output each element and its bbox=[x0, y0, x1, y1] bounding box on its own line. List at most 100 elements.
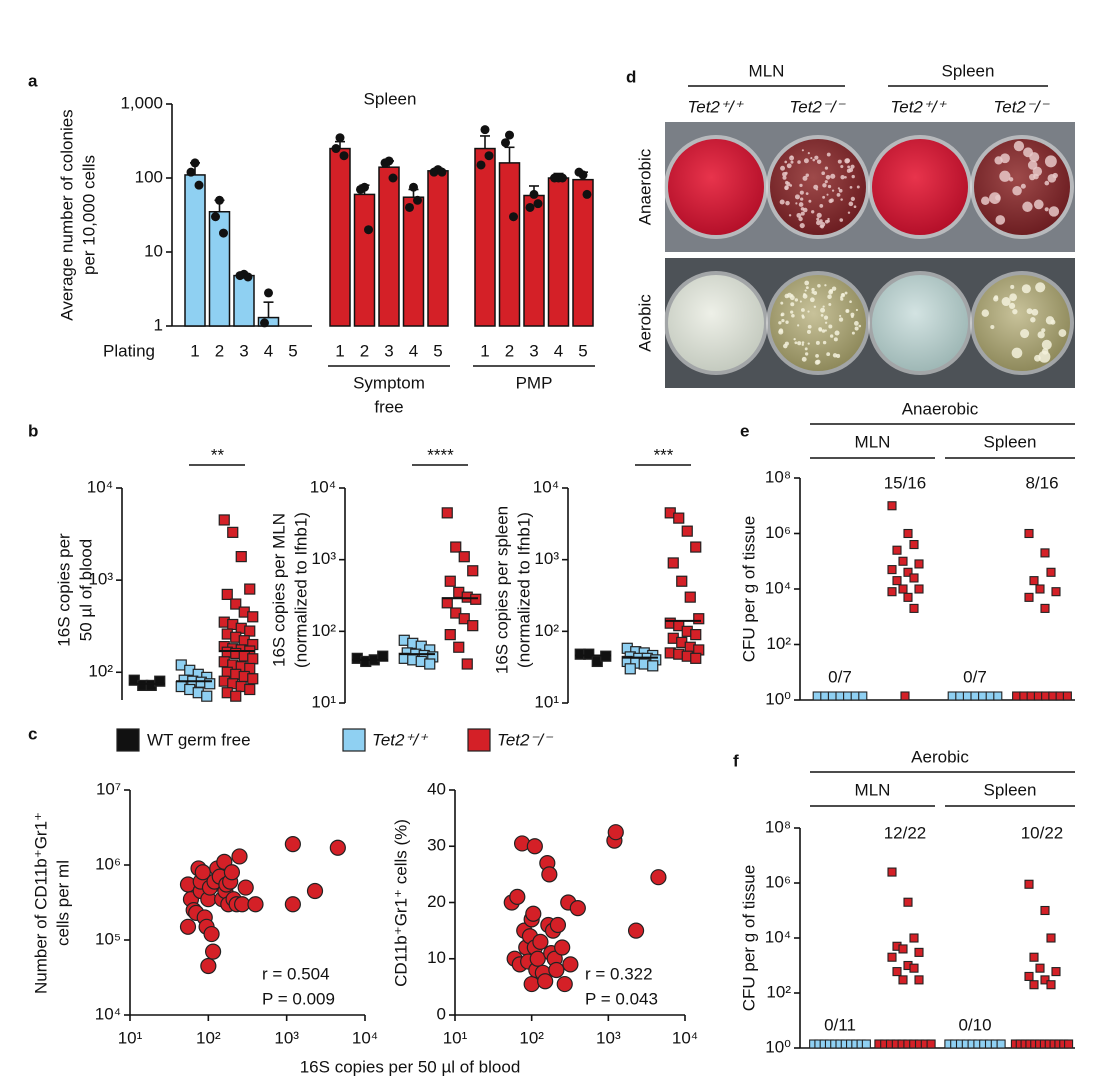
y-tick-label: 20 bbox=[427, 892, 446, 911]
colony bbox=[1050, 319, 1056, 325]
plate bbox=[872, 275, 968, 371]
colony bbox=[819, 219, 823, 223]
colony bbox=[801, 343, 804, 346]
point bbox=[858, 691, 868, 701]
colony bbox=[796, 212, 802, 218]
point bbox=[1062, 691, 1072, 701]
colony bbox=[815, 340, 820, 345]
x-axis-label: 16S copies per 50 µl of blood bbox=[300, 1057, 521, 1076]
colony bbox=[850, 315, 854, 318]
legend-label: Tet2⁻/⁻ bbox=[497, 730, 554, 749]
colony bbox=[816, 217, 820, 221]
point bbox=[903, 897, 913, 907]
colony bbox=[813, 184, 819, 190]
point bbox=[450, 607, 462, 619]
colony bbox=[799, 183, 803, 188]
point bbox=[444, 575, 456, 587]
significance: **** bbox=[427, 445, 454, 464]
point bbox=[526, 838, 543, 855]
point bbox=[909, 573, 919, 583]
colony bbox=[790, 160, 794, 164]
colony bbox=[802, 175, 808, 181]
colony bbox=[793, 338, 796, 341]
colony bbox=[830, 173, 836, 179]
colony bbox=[816, 159, 822, 164]
point bbox=[558, 173, 567, 183]
bar bbox=[233, 274, 255, 327]
colony bbox=[1010, 284, 1015, 289]
chart-title: Anaerobic bbox=[902, 399, 979, 418]
panel-letter: d bbox=[626, 67, 636, 86]
colony bbox=[811, 210, 815, 214]
point bbox=[1040, 975, 1050, 985]
fraction: 8/16 bbox=[1025, 473, 1058, 492]
point bbox=[204, 943, 222, 960]
panel-letter: e bbox=[740, 421, 749, 440]
colony bbox=[785, 320, 789, 324]
bar bbox=[402, 196, 425, 327]
legend-swatch bbox=[342, 728, 366, 752]
y-tick-label: 10⁶ bbox=[95, 854, 121, 873]
colony bbox=[1020, 329, 1030, 339]
point bbox=[1029, 576, 1039, 586]
colony bbox=[797, 324, 800, 327]
plates bbox=[664, 135, 1074, 375]
colony bbox=[1034, 354, 1041, 362]
point bbox=[453, 641, 465, 653]
point bbox=[607, 824, 624, 841]
colony bbox=[822, 183, 827, 188]
colony bbox=[790, 310, 794, 314]
colony bbox=[803, 158, 809, 164]
point bbox=[523, 975, 540, 993]
colony bbox=[1001, 297, 1011, 307]
colony bbox=[1041, 339, 1052, 350]
point bbox=[1040, 905, 1050, 916]
point bbox=[509, 212, 518, 222]
point bbox=[533, 199, 543, 209]
colony bbox=[839, 314, 842, 318]
colony bbox=[820, 307, 826, 313]
y-tick-label: 10⁴ bbox=[310, 477, 336, 496]
colony bbox=[821, 329, 826, 333]
colony bbox=[851, 174, 855, 179]
point bbox=[284, 896, 301, 913]
y-axis-label: 16S copies per bbox=[54, 533, 73, 647]
colony bbox=[844, 158, 850, 164]
colony bbox=[790, 302, 795, 307]
point bbox=[843, 691, 853, 701]
point bbox=[892, 545, 902, 555]
y-tick-label: 100 bbox=[135, 167, 163, 186]
point bbox=[230, 598, 242, 610]
group-label: Symptom bbox=[353, 373, 425, 392]
colony bbox=[813, 305, 817, 308]
colony bbox=[826, 352, 831, 357]
point bbox=[429, 167, 439, 177]
point bbox=[898, 584, 908, 594]
point bbox=[194, 180, 204, 190]
y-tick-label: 10⁶ bbox=[765, 523, 791, 542]
colony bbox=[1044, 155, 1057, 168]
x-tick-label: 10² bbox=[519, 1028, 544, 1047]
colony bbox=[1047, 173, 1057, 183]
point bbox=[200, 957, 217, 975]
point bbox=[235, 271, 245, 281]
colony bbox=[839, 218, 844, 222]
colony bbox=[841, 293, 845, 296]
x-tick-label: 2 bbox=[505, 341, 514, 360]
colony bbox=[801, 356, 807, 362]
colony bbox=[824, 329, 827, 332]
y-tick-label: 10⁴ bbox=[533, 477, 559, 496]
point bbox=[835, 691, 845, 701]
colony bbox=[849, 185, 853, 189]
y-tick-label: 30 bbox=[427, 836, 446, 855]
colony bbox=[797, 341, 802, 346]
fraction: 10/22 bbox=[1021, 823, 1064, 842]
colony bbox=[833, 337, 838, 342]
y-tick-label: 40 bbox=[427, 779, 446, 798]
point bbox=[909, 539, 919, 550]
y-tick-label: 10⁷ bbox=[96, 779, 121, 798]
x-tick-label: 10¹ bbox=[118, 1028, 143, 1047]
panel-letter: c bbox=[28, 724, 37, 743]
colony bbox=[849, 300, 852, 304]
bar bbox=[572, 178, 594, 327]
